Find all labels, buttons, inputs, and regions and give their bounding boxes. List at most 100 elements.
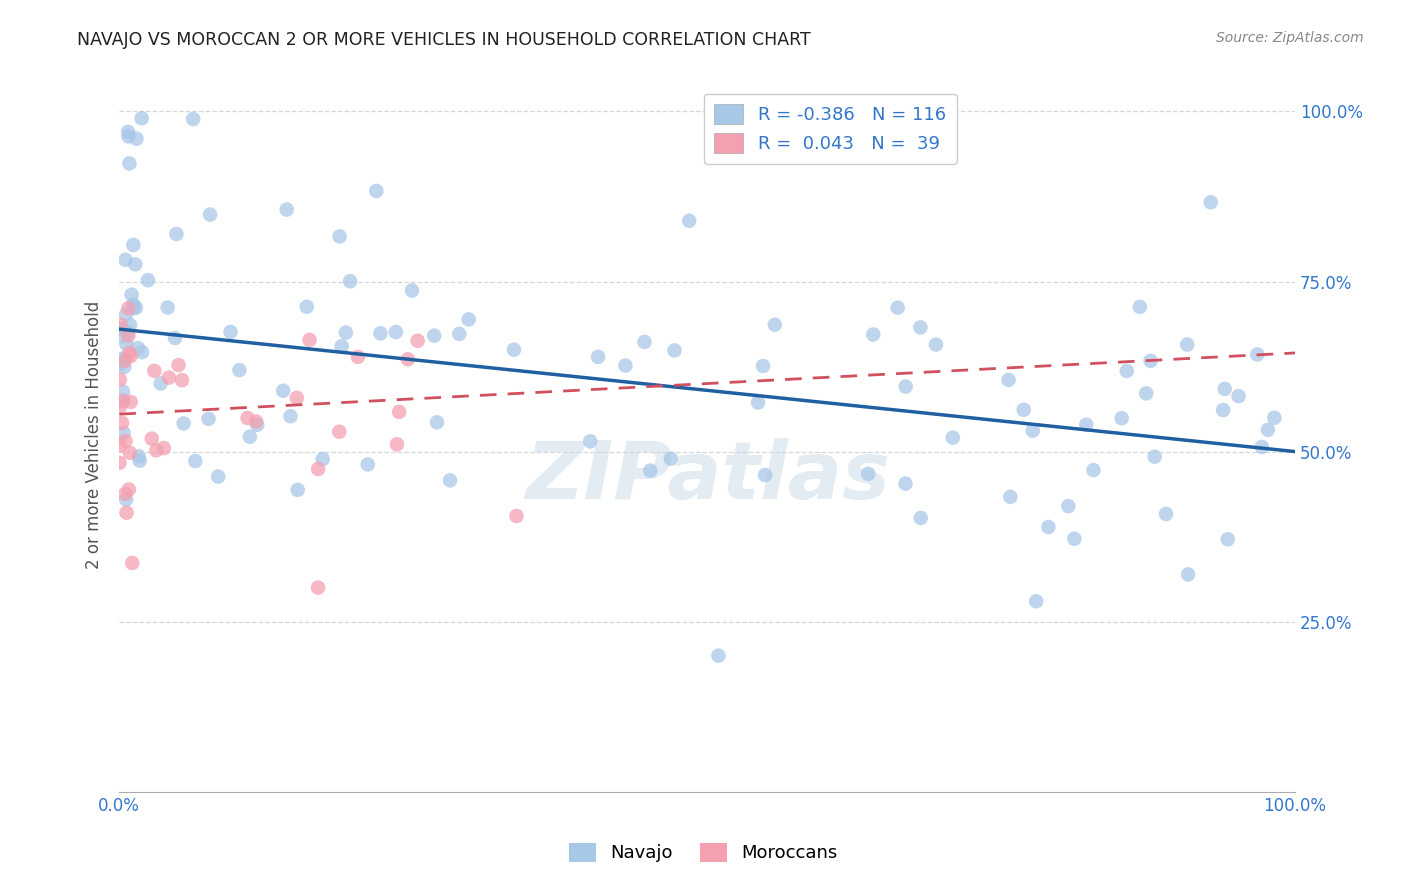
Point xyxy=(633,334,655,349)
Point xyxy=(1000,490,1022,504)
Point xyxy=(228,363,250,377)
Point xyxy=(1083,463,1105,477)
Point xyxy=(156,301,179,315)
Point xyxy=(219,325,242,339)
Point xyxy=(165,227,187,241)
Point xyxy=(108,373,131,387)
Point xyxy=(157,370,180,384)
Point xyxy=(115,492,138,507)
Point xyxy=(145,443,167,458)
Point xyxy=(370,326,392,341)
Point xyxy=(339,274,361,288)
Point xyxy=(143,364,166,378)
Legend: Navajo, Moroccans: Navajo, Moroccans xyxy=(561,836,845,870)
Point xyxy=(117,326,139,340)
Point xyxy=(197,412,219,426)
Point xyxy=(858,467,880,481)
Point xyxy=(1177,567,1199,582)
Point xyxy=(141,432,163,446)
Point xyxy=(997,373,1019,387)
Point xyxy=(388,405,411,419)
Point xyxy=(357,458,380,472)
Point xyxy=(115,307,138,321)
Point xyxy=(287,483,309,497)
Point xyxy=(239,430,262,444)
Point xyxy=(111,329,134,343)
Point xyxy=(862,327,884,342)
Point xyxy=(115,337,138,351)
Point xyxy=(125,131,148,145)
Point xyxy=(423,328,446,343)
Point xyxy=(366,184,388,198)
Point xyxy=(1063,532,1085,546)
Point xyxy=(457,312,479,326)
Point xyxy=(163,331,186,345)
Point xyxy=(329,229,352,244)
Point xyxy=(1115,364,1137,378)
Point xyxy=(124,257,146,271)
Point xyxy=(125,301,148,315)
Point xyxy=(115,506,138,520)
Point xyxy=(112,393,135,408)
Point xyxy=(614,359,637,373)
Point xyxy=(122,297,145,311)
Point xyxy=(1129,300,1152,314)
Point xyxy=(640,464,662,478)
Point xyxy=(128,450,150,464)
Point xyxy=(121,556,143,570)
Point xyxy=(167,358,190,372)
Point xyxy=(108,322,131,336)
Point xyxy=(246,417,269,432)
Point xyxy=(131,345,153,359)
Point xyxy=(426,415,449,429)
Point xyxy=(385,437,408,451)
Point xyxy=(276,202,298,217)
Point xyxy=(236,411,259,425)
Point xyxy=(894,379,917,393)
Point xyxy=(1250,440,1272,454)
Text: Source: ZipAtlas.com: Source: ZipAtlas.com xyxy=(1216,31,1364,45)
Point xyxy=(335,326,357,340)
Point xyxy=(198,208,221,222)
Point xyxy=(108,456,131,470)
Point xyxy=(131,112,153,126)
Point xyxy=(1154,507,1177,521)
Point xyxy=(118,318,141,332)
Point xyxy=(111,393,134,408)
Point xyxy=(752,359,775,373)
Point xyxy=(1263,410,1285,425)
Point xyxy=(112,352,135,367)
Point xyxy=(128,453,150,467)
Point xyxy=(122,301,145,315)
Point xyxy=(111,416,134,430)
Point xyxy=(120,349,142,363)
Point xyxy=(1025,594,1047,608)
Point xyxy=(108,438,131,452)
Point xyxy=(586,350,609,364)
Point xyxy=(406,334,429,348)
Point xyxy=(307,462,329,476)
Point xyxy=(664,343,686,358)
Point xyxy=(149,376,172,391)
Point xyxy=(1038,520,1060,534)
Point xyxy=(1135,386,1157,401)
Point xyxy=(747,395,769,409)
Point xyxy=(127,341,149,355)
Point xyxy=(925,337,948,351)
Point xyxy=(1012,402,1035,417)
Point xyxy=(579,434,602,449)
Point xyxy=(117,129,139,144)
Point xyxy=(396,352,419,367)
Point xyxy=(153,441,176,455)
Point xyxy=(401,284,423,298)
Point xyxy=(886,301,908,315)
Point xyxy=(307,581,329,595)
Point xyxy=(1143,450,1166,464)
Point xyxy=(754,468,776,483)
Point xyxy=(117,125,139,139)
Point xyxy=(659,451,682,466)
Point xyxy=(328,425,350,439)
Point xyxy=(117,301,139,316)
Point xyxy=(120,395,142,409)
Point xyxy=(110,399,132,413)
